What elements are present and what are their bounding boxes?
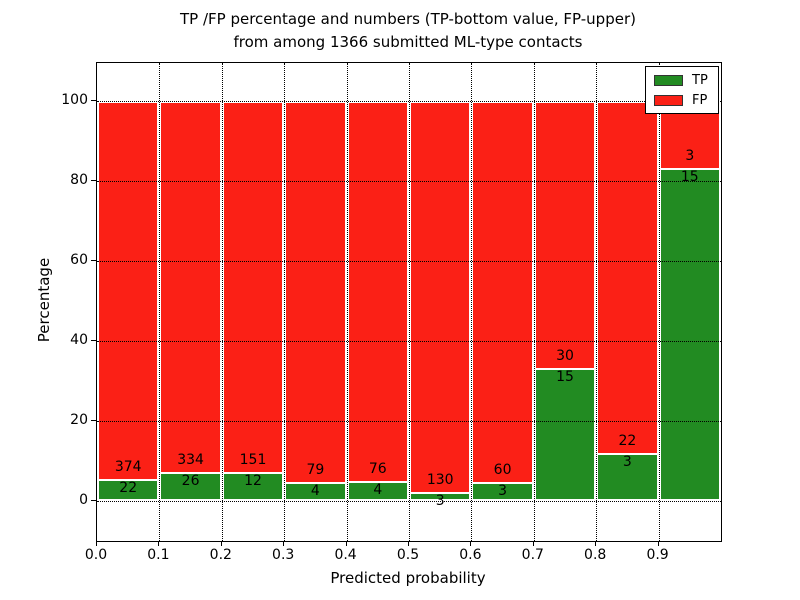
bar-tp-segment [346,481,409,501]
x-tick-mark [657,541,659,546]
fp-count-label: 130 [426,471,454,488]
bar-fp-segment [221,101,285,501]
x-tick-mark [283,541,285,546]
x-tick-mark [345,541,347,546]
tp-count-label: 22 [119,479,138,496]
x-tick-mark [408,541,409,546]
fp-count-label: 60 [493,461,512,478]
bar-fp-segment [97,101,160,501]
x-tick-label: 0.1 [147,547,170,563]
fp-swatch-icon [654,95,683,106]
x-tick-label: 0.6 [459,547,482,563]
x-tick-label: 0.9 [646,547,669,563]
y-tick-label: 100 [61,92,88,108]
bar-fp-segment [471,101,534,501]
y-tick-mark [91,340,96,341]
tp-count-label: 4 [373,482,383,498]
x-tick-mark [532,541,534,546]
tp-swatch-icon [654,75,683,86]
legend-item: FP [654,94,710,107]
y-tick-mark [91,420,96,421]
fp-count-label: 3 [685,147,695,164]
bar-fp-segment [284,101,347,501]
gridline-vertical [221,63,223,541]
y-axis-label: Percentage [35,257,53,343]
chart-title-line2: from among 1366 submitted ML-type contac… [233,33,583,51]
fp-count-label: 30 [556,347,574,364]
tp-count-label: 3 [622,454,632,470]
fp-count-label: 334 [177,452,204,469]
tp-count-label: 15 [556,368,574,385]
gridline-vertical [346,63,348,541]
gridline-vertical [471,63,473,541]
x-tick-mark [595,541,597,546]
tp-count-label: 4 [310,482,320,499]
x-tick-label: 0.7 [521,547,544,563]
gridline-vertical [409,63,410,541]
y-tick-label: 40 [70,332,88,348]
gridline-vertical [159,63,161,541]
x-tick-label: 0.5 [396,547,420,563]
bar-fp-segment [409,101,472,501]
bar-tp-segment [658,167,721,501]
tp-count-label: 26 [181,473,200,490]
bar-tp-segment [596,453,659,501]
gridline-vertical [533,63,535,541]
x-tick-mark [470,541,472,546]
fp-count-label: 79 [306,461,325,478]
bar-tp-segment [533,367,597,501]
legend-item: TP [654,74,710,87]
y-tick-mark [91,500,96,501]
y-tick-label: 60 [70,252,88,268]
x-tick-label: 0.3 [272,547,295,563]
gridline-vertical [284,63,286,541]
legend: TP FP [645,66,719,114]
x-tick-mark [96,541,97,546]
y-tick-label: 20 [70,412,88,428]
y-tick-mark [91,100,96,101]
plot-area: 374 22 334 26 151 12 79 4 76 4 130 3 60 3 30 15 22 3 3 15 [96,62,722,542]
tp-count-label: 3 [435,492,445,509]
y-tick-label: 80 [70,172,88,188]
fp-count-label: 374 [114,458,142,475]
fp-count-label: 151 [239,451,267,468]
bar-fp-segment [596,101,659,501]
bar-tp-segment [409,491,472,501]
x-tick-label: 0.8 [584,547,607,563]
bar-tp-segment [97,478,160,501]
x-tick-mark [220,541,222,546]
fp-count-label: 22 [618,433,637,449]
bar-tp-segment [471,481,534,501]
bar-tp-segment [221,471,285,501]
x-axis-label: Predicted probability [330,569,486,587]
chart-title-line1: TP /FP percentage and numbers (TP-bottom… [180,10,636,28]
gridline-vertical [596,63,598,541]
bar-fp-segment [159,101,222,501]
legend-item-label: TP [692,73,708,88]
bar-fp-segment [346,101,409,501]
y-tick-label: 0 [79,492,88,508]
tp-count-label: 15 [680,168,699,185]
legend-item-label: FP [692,93,708,108]
fp-count-label: 76 [368,461,387,477]
tp-count-label: 3 [498,482,508,499]
y-tick-mark [91,180,96,181]
bar-tp-segment [284,481,347,501]
x-tick-label: 0.4 [334,547,357,563]
x-tick-mark [158,541,160,546]
x-tick-label: 0.2 [209,547,232,563]
tp-count-label: 12 [244,472,262,489]
bar-tp-segment [159,472,222,501]
x-tick-label: 0.0 [84,547,108,563]
gridline-vertical [658,63,660,541]
y-tick-mark [91,260,96,261]
